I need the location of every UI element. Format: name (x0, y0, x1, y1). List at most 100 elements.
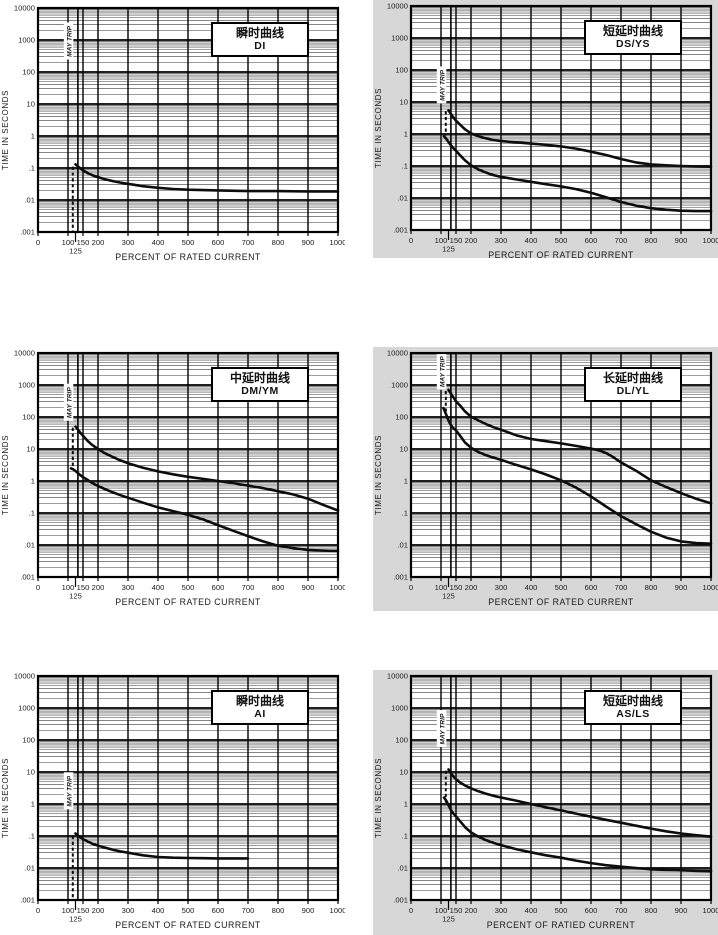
chart-as-ls: MAY TRIP 0 100 150 200 300 400 500 600 700 800 900 1… (373, 670, 718, 935)
svg-text:.1: .1 (402, 162, 408, 171)
svg-text:TIME IN SECONDS: TIME IN SECONDS (374, 758, 383, 838)
svg-text:1: 1 (31, 800, 35, 809)
svg-text:300: 300 (495, 583, 508, 592)
trip-curve (74, 832, 250, 860)
svg-text:125: 125 (442, 915, 455, 924)
svg-text:.1: .1 (29, 832, 35, 841)
svg-text:900: 900 (302, 583, 315, 592)
svg-text:.001: .001 (20, 896, 35, 905)
svg-text:10000: 10000 (387, 349, 408, 358)
chart-ai: MAY TRIP 0 100 150 200 300 400 500 600 700 800 900 1… (0, 670, 350, 935)
svg-text:.001: .001 (20, 573, 35, 582)
chart-code: DM/YM (241, 385, 279, 397)
svg-text:1000: 1000 (18, 381, 35, 390)
svg-text:1: 1 (31, 477, 35, 486)
svg-text:700: 700 (615, 906, 628, 915)
svg-text:400: 400 (525, 236, 538, 245)
svg-text:900: 900 (675, 236, 688, 245)
svg-text:700: 700 (242, 906, 255, 915)
svg-text:.1: .1 (29, 164, 35, 173)
svg-text:400: 400 (525, 906, 538, 915)
svg-text:100: 100 (395, 736, 408, 745)
svg-text:300: 300 (122, 238, 135, 247)
svg-text:.1: .1 (402, 509, 408, 518)
svg-text:1000: 1000 (391, 34, 408, 43)
chart-code: DL/YL (616, 385, 650, 397)
svg-text:1000: 1000 (391, 704, 408, 713)
svg-text:900: 900 (302, 238, 315, 247)
svg-text:400: 400 (525, 583, 538, 592)
svg-text:150: 150 (450, 236, 463, 245)
svg-text:.1: .1 (29, 509, 35, 518)
upper-trip-curve (447, 388, 713, 505)
svg-text:700: 700 (242, 238, 255, 247)
svg-text:TIME IN SECONDS: TIME IN SECONDS (374, 88, 383, 168)
svg-text:100: 100 (22, 736, 35, 745)
svg-text:1000: 1000 (391, 381, 408, 390)
svg-text:1000: 1000 (330, 238, 345, 247)
svg-text:TIME IN SECONDS: TIME IN SECONDS (1, 435, 10, 515)
svg-text:700: 700 (615, 236, 628, 245)
svg-text:400: 400 (152, 906, 165, 915)
chart-code: AI (254, 708, 266, 720)
svg-text:600: 600 (585, 583, 598, 592)
svg-text:.01: .01 (24, 541, 35, 550)
svg-text:0: 0 (409, 236, 413, 245)
chart-ds-ys: MAY TRIP 0 100 150 200 300 400 500 600 700 800 900 1… (373, 0, 718, 260)
svg-text:.01: .01 (397, 194, 408, 203)
svg-text:TIME IN SECONDS: TIME IN SECONDS (1, 90, 10, 170)
svg-text:600: 600 (585, 236, 598, 245)
svg-text:.01: .01 (24, 864, 35, 873)
svg-text:1000: 1000 (18, 36, 35, 45)
chart-title-box: 短延时曲线 AS/LS (584, 690, 682, 725)
svg-text:.001: .001 (393, 226, 408, 235)
svg-text:200: 200 (465, 583, 478, 592)
svg-text:100: 100 (62, 238, 75, 247)
svg-text:1000: 1000 (18, 704, 35, 713)
svg-text:.01: .01 (397, 864, 408, 873)
svg-text:150: 150 (450, 906, 463, 915)
svg-text:10000: 10000 (387, 672, 408, 681)
svg-text:TIME IN SECONDS: TIME IN SECONDS (374, 435, 383, 515)
svg-text:0: 0 (36, 238, 40, 247)
svg-text:700: 700 (242, 583, 255, 592)
may-trip-label: MAY TRIP (439, 713, 446, 744)
svg-text:150: 150 (450, 583, 463, 592)
may-trip-label: MAY TRIP (66, 387, 73, 418)
svg-text:10000: 10000 (387, 2, 408, 11)
chart-title: 短延时曲线 (602, 694, 663, 708)
chart-title: 短延时曲线 (602, 24, 663, 38)
chart-di: MAY TRIP 0 100 150 200 300 400 500 600 700 800 900 1… (0, 2, 350, 262)
svg-text:500: 500 (555, 583, 568, 592)
may-trip-label: MAY TRIP (439, 69, 446, 100)
svg-text:.1: .1 (402, 832, 408, 841)
svg-text:800: 800 (272, 238, 285, 247)
chart-code: AS/LS (616, 708, 650, 720)
chart-title: 瞬时曲线 (235, 694, 284, 708)
svg-text:100: 100 (62, 583, 75, 592)
svg-text:.001: .001 (393, 896, 408, 905)
trip-curve (74, 163, 340, 193)
svg-text:150: 150 (77, 583, 90, 592)
may-trip-label: MAY TRIP (66, 775, 73, 806)
svg-text:10: 10 (27, 100, 35, 109)
svg-text:1000: 1000 (703, 236, 718, 245)
svg-text:700: 700 (615, 583, 628, 592)
svg-text:800: 800 (645, 906, 658, 915)
svg-text:100: 100 (435, 583, 448, 592)
svg-text:500: 500 (182, 583, 195, 592)
svg-text:125: 125 (442, 592, 455, 601)
may-trip-label: MAY TRIP (439, 356, 446, 387)
upper-trip-curve (447, 768, 713, 838)
svg-text:PERCENT OF RATED CURRENT: PERCENT OF RATED CURRENT (115, 252, 261, 262)
svg-text:10000: 10000 (14, 4, 35, 13)
svg-text:200: 200 (92, 906, 105, 915)
svg-text:100: 100 (62, 906, 75, 915)
lower-trip-curve (442, 406, 713, 545)
chart-title: 中延时曲线 (229, 371, 290, 385)
svg-text:400: 400 (152, 238, 165, 247)
lower-trip-curve (69, 467, 340, 553)
chart-title-box: 长延时曲线 DL/YL (584, 367, 682, 402)
